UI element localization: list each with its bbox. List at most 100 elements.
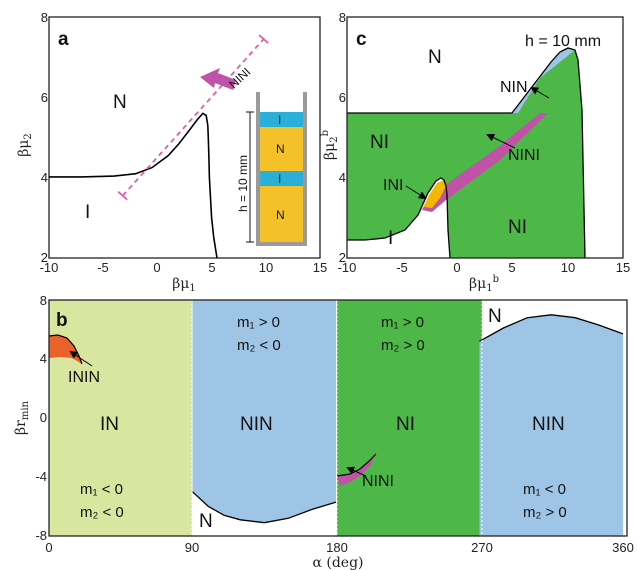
panel-c-region-i: I (388, 228, 393, 249)
panel-b: b ININ IN NIN NI NIN NINI N N m₁ < 0 m₂ … (13, 293, 634, 571)
inset-label-n-top: N (276, 142, 285, 156)
panel-c-ytick-2: 2 (339, 250, 346, 265)
panel-a-dashed-cap-start (117, 191, 128, 201)
panel-c: c h = 10 mm N NIN NI NINI INI I NI 8 6 4… (320, 10, 630, 294)
inset-label-i-bottom: I (278, 172, 281, 186)
panel-a-xtick-5: 5 (208, 260, 215, 275)
panel-c-label: c (356, 29, 367, 50)
panel-b-inin-pointer (69, 350, 93, 367)
panel-b-q3-m1: m₁ > 0 (381, 314, 424, 331)
panel-b-region-nin-left: NIN (240, 414, 273, 435)
panel-c-region-n: N (428, 47, 442, 68)
panel-b-ytick-m8: -8 (35, 528, 47, 543)
panel-a-region-i: I (85, 202, 90, 223)
panel-c-ylabel: βμ2b (320, 130, 340, 160)
panel-b-lower-boundary (192, 491, 337, 524)
inset-wall-right (303, 92, 307, 246)
panel-c-ytick-4: 4 (339, 170, 346, 185)
panel-b-ni-region (337, 300, 482, 536)
panel-c-region-ini: INI (383, 177, 403, 194)
panel-a-inset: I N I N h = 10 mm (236, 92, 307, 246)
panel-c-ytick-6: 6 (339, 90, 346, 105)
panel-c-xtick-10: 10 (561, 260, 575, 275)
panel-b-xtick-180: 180 (326, 540, 348, 555)
inset-layer-i-bottom (260, 171, 303, 186)
panel-b-xtick-360: 360 (612, 540, 634, 555)
panel-c-i-boundary (347, 177, 451, 259)
panel-b-q1-m1: m₁ < 0 (80, 481, 123, 498)
panel-a-xtick-10: 10 (259, 260, 273, 275)
panel-c-xtick-5: 5 (508, 260, 515, 275)
panel-c-region-ni-right: NI (508, 217, 527, 238)
panel-b-region-ni: NI (396, 414, 415, 435)
panel-c-nin-pointer (530, 86, 550, 99)
panel-c-region-ni-left: NI (370, 132, 389, 153)
panel-c-ini-pointer (405, 185, 427, 200)
panel-a-label: a (58, 29, 69, 50)
panel-b-xtick-0: 0 (45, 540, 52, 555)
inset-layer-n-bottom (260, 186, 303, 242)
panel-b-region-inin: ININ (68, 369, 100, 386)
inset-height-label: h = 10 mm (236, 155, 250, 212)
panel-b-region-in: IN (100, 414, 119, 435)
panel-c-ytick-8: 8 (339, 10, 346, 25)
panel-b-nin-left-region (192, 300, 336, 523)
panel-c-xlabel: βμ1b (469, 274, 499, 294)
panel-c-region-nin: NIN (500, 79, 528, 96)
panel-b-q2-m1: m₁ > 0 (237, 314, 280, 331)
panel-b-q3-m2: m₂ > 0 (381, 337, 425, 354)
panel-b-q2-m2: m₂ < 0 (237, 337, 281, 354)
panel-a-xtick-m5: -5 (97, 260, 109, 275)
panel-b-ytick-0: 0 (40, 410, 47, 425)
panel-a-ytick-2: 2 (41, 250, 48, 265)
panel-c-nini-band (422, 113, 548, 212)
panel-a-ytick-6: 6 (41, 90, 48, 105)
panel-b-q1-m2: m₂ < 0 (80, 504, 124, 521)
panel-b-in-region (49, 300, 192, 536)
panel-c-frame (346, 16, 624, 259)
inset-label-n-bottom: N (276, 208, 285, 222)
panel-c-region-nini: NINI (508, 147, 540, 164)
panel-b-region-nini: NINI (362, 473, 394, 490)
panel-c-xtick-15: 15 (616, 260, 630, 275)
panel-c-h-note: h = 10 mm (525, 33, 601, 50)
panel-a-boundary-curve (49, 112, 218, 259)
panel-a-ytick-8: 8 (41, 10, 48, 25)
panel-b-nin-right-region (479, 314, 623, 536)
panel-b-ytick-m4: -4 (35, 469, 47, 484)
panel-b-xtick-90: 90 (185, 540, 199, 555)
panel-b-region-n-low: N (199, 511, 213, 532)
panel-c-ini-region (424, 180, 446, 208)
panel-b-xtick-270: 270 (471, 540, 493, 555)
panel-b-region-n-high: N (488, 306, 502, 327)
panel-b-xlabel: α (deg) (312, 555, 363, 571)
inset-label-i-top: I (278, 113, 281, 127)
inset-floor (256, 242, 307, 246)
panel-a-direction-arrow (200, 68, 236, 90)
panel-c-xtick-0: 0 (453, 260, 460, 275)
inset-wall-left (256, 92, 260, 246)
panel-b-upper-boundary (479, 314, 624, 342)
panel-b-ytick-4: 4 (40, 351, 47, 366)
panel-a-ylabel: βμ2 (16, 133, 34, 157)
panel-a-ytick-4: 4 (41, 170, 48, 185)
panel-b-q4-m2: m₂ > 0 (523, 504, 567, 521)
panel-c-nin-region (512, 48, 575, 113)
panel-a-xtick-m10: -10 (40, 260, 59, 275)
panel-b-label: b (56, 310, 68, 331)
panel-a-xlabel: βμ1 (172, 276, 196, 294)
panel-b-nini-pointer (346, 466, 367, 477)
panel-c-outer-boundary (347, 47, 586, 259)
panel-c-nini-pointer (486, 133, 516, 149)
inset-layer-i-top (260, 112, 303, 127)
panel-a-xtick-15: 15 (313, 260, 327, 275)
panel-b-frame (48, 299, 628, 537)
panel-b-nini-boundary (336, 453, 377, 477)
panel-c-xtick-m10: -10 (338, 260, 357, 275)
panel-a: N I N I a N I I N I N h = 10 mm 8 6 4 2 -10… (16, 10, 327, 294)
panel-b-q4-m1: m₁ < 0 (523, 481, 566, 498)
panel-a-dashed-cap-end (258, 34, 269, 44)
panel-b-region-nin-right: NIN (532, 414, 565, 435)
panel-c-xtick-m5: -5 (396, 260, 408, 275)
